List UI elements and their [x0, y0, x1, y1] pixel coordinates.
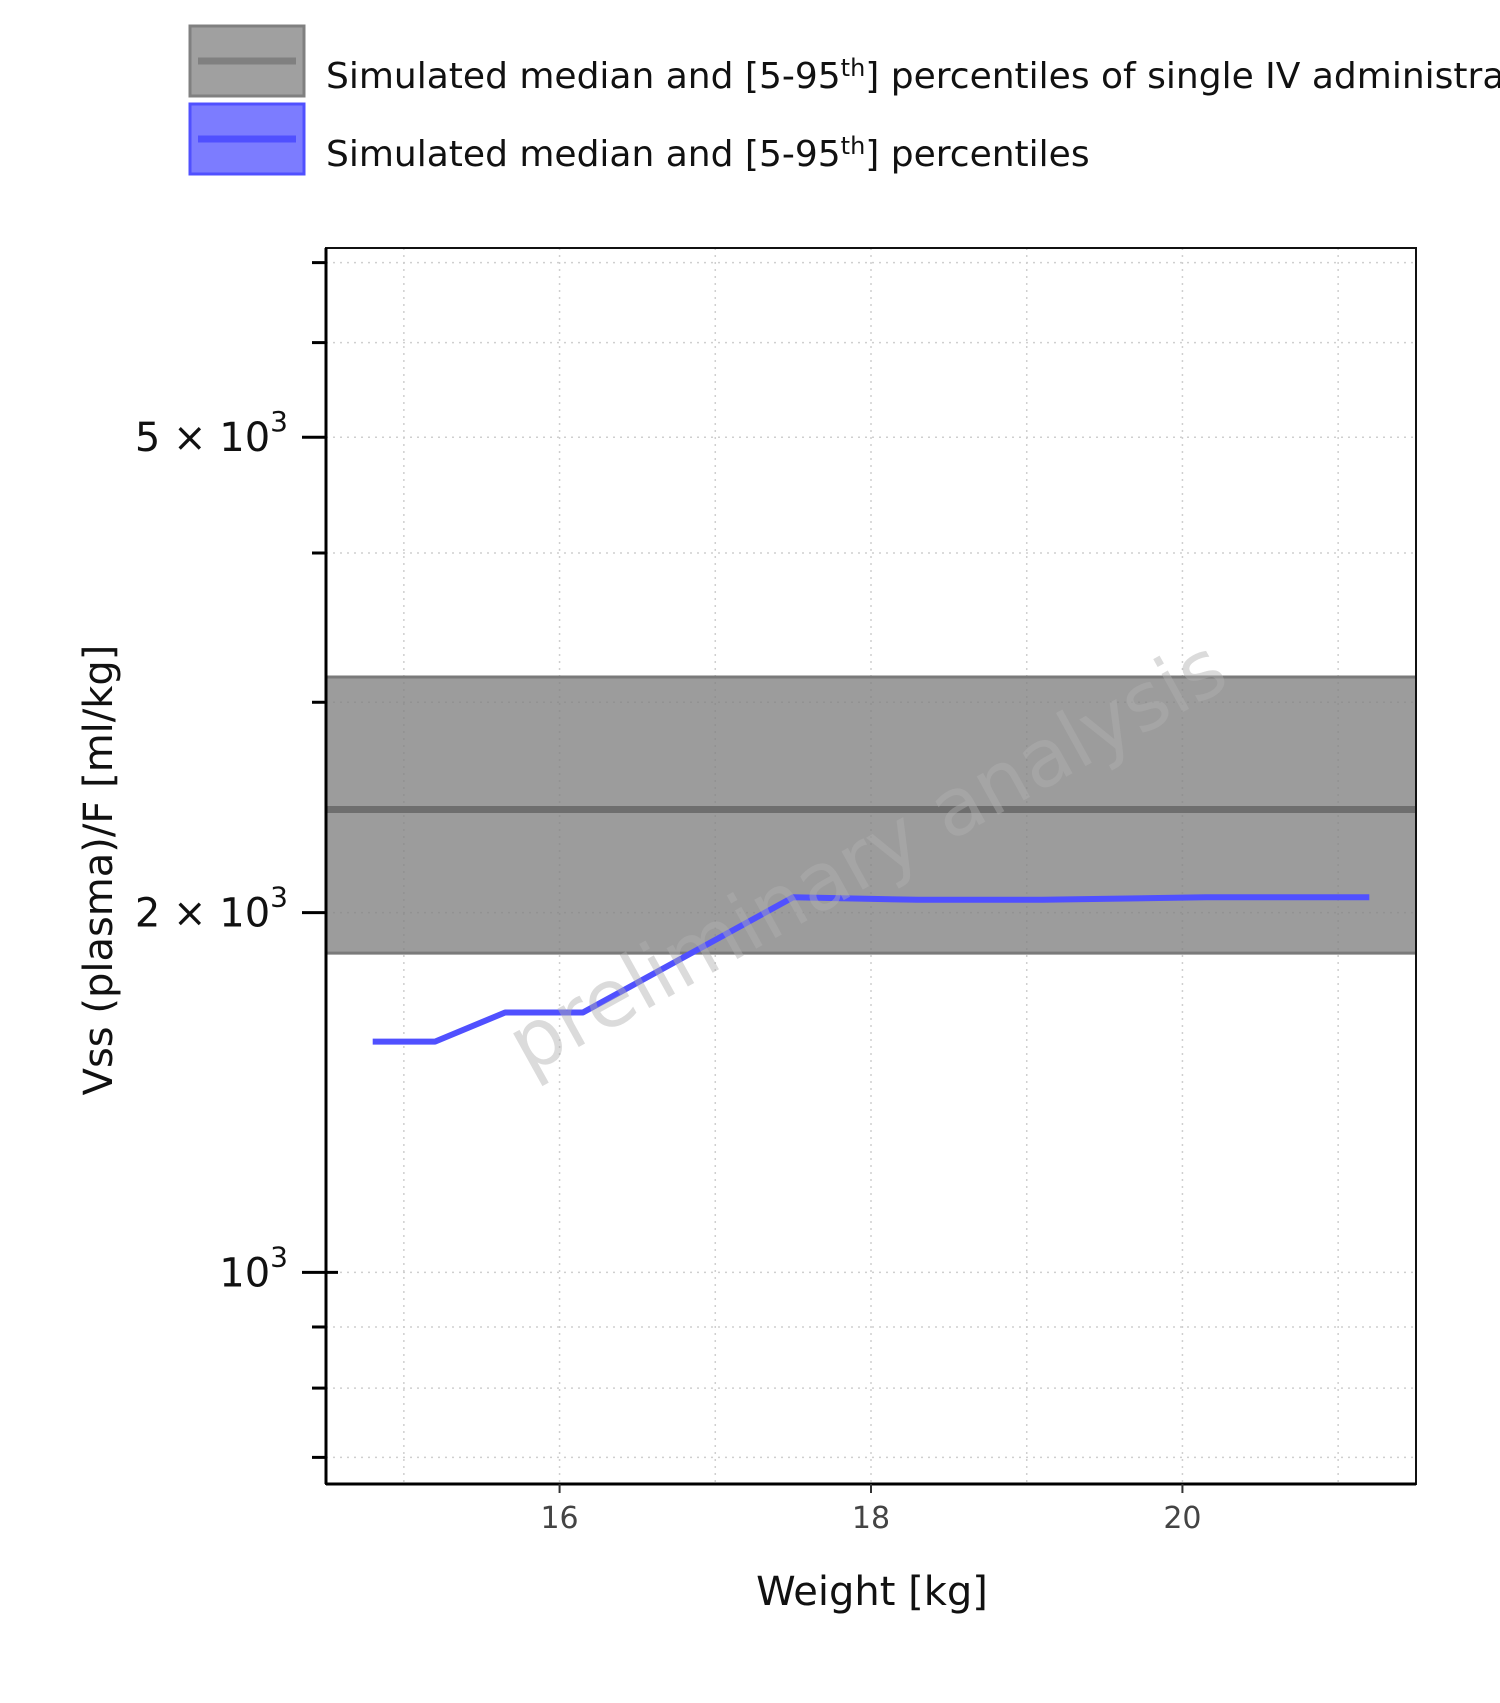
x-tick-label: 18: [852, 1501, 890, 1536]
axes: 16 18 20 5 × 103 2 × 103 103: [135, 247, 1417, 1536]
legend-label: Simulated median and [5-95th] percentile…: [326, 132, 1090, 175]
y-tick-label: 5 × 103: [135, 405, 288, 461]
band-area: [326, 676, 1416, 954]
y-tick-label: 2 × 103: [135, 881, 288, 937]
band-layer: [326, 675, 1416, 955]
y-axis-title: Vss (plasma)/F [ml/kg]: [76, 645, 122, 1096]
line-layer: [372, 894, 1370, 1045]
legend-label: Simulated median and [5-95th] percentile…: [326, 54, 1500, 97]
x-tick-label: 20: [1163, 1501, 1201, 1536]
median-line: [372, 894, 1370, 1045]
y-tick-label: 103: [219, 1240, 288, 1296]
legend: Simulated median and [5-95th] percentile…: [188, 24, 1500, 176]
x-axis-title: Weight [kg]: [756, 1569, 988, 1615]
x-tick-label: 16: [540, 1501, 578, 1536]
